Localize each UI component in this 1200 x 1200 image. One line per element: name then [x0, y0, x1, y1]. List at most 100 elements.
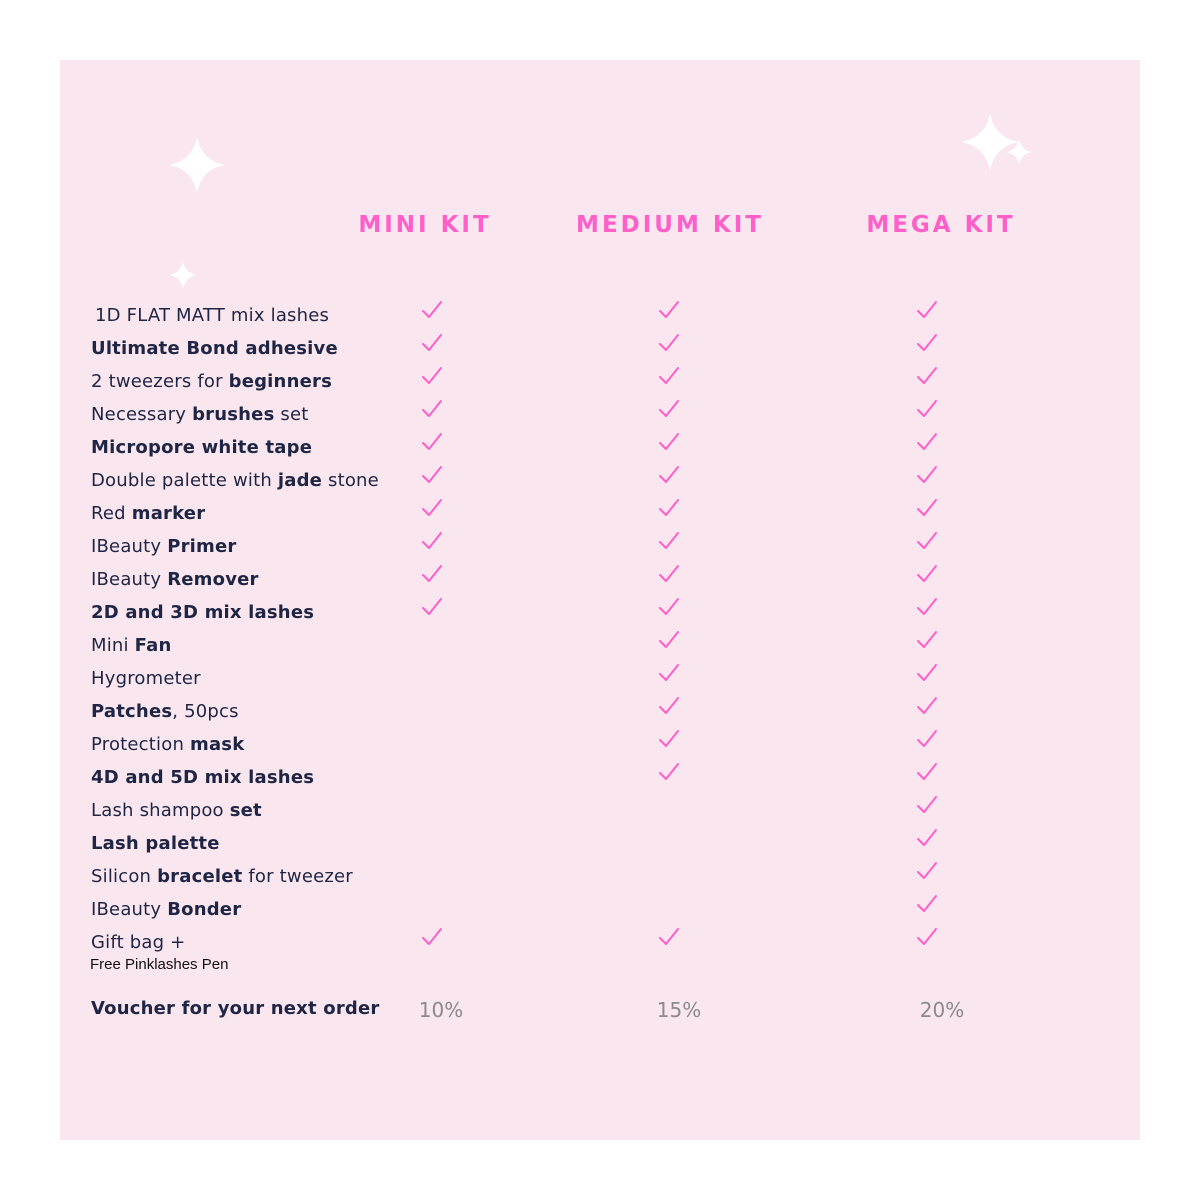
checkmark-icon [422, 532, 442, 549]
checkmark-icon [917, 301, 937, 318]
checkmark-icon [659, 400, 679, 417]
row-label: Red marker [91, 503, 205, 524]
table-row: Micropore white tape [0, 433, 1000, 470]
label-bold-text: set [229, 800, 262, 821]
label-text: stone [322, 470, 379, 491]
checkmark-icon [659, 598, 679, 615]
row-label: Patches, 50pcs [91, 701, 239, 722]
table-row: Necessary brushes set [0, 400, 1000, 437]
label-bold-text: beginners [228, 371, 332, 392]
checkmark-icon [659, 367, 679, 384]
checkmark-icon [917, 400, 937, 417]
label-text: IBeauty [91, 536, 168, 557]
checkmark-icon [422, 301, 442, 318]
table-row: 2D and 3D mix lashes [0, 598, 1000, 635]
row-label: Necessary brushes set [91, 404, 309, 425]
row-label: Protection mask [91, 734, 244, 755]
row-label: Gift bag + [91, 932, 185, 953]
label-bold-text: Micropore white tape [91, 437, 313, 458]
row-label: Lash shampoo set [91, 800, 262, 821]
table-row: Silicon bracelet for tweezer [0, 862, 1000, 899]
checkmark-icon [917, 598, 937, 615]
label-text: Lash shampoo [91, 800, 230, 821]
checkmark-icon [422, 499, 442, 516]
label-bold-text: Primer [167, 536, 237, 557]
label-text: Hygrometer [91, 668, 201, 689]
checkmark-icon [917, 862, 937, 879]
checkmark-icon [917, 829, 937, 846]
label-bold-text: Bonder [167, 899, 242, 920]
table-row: 1D FLAT MATT mix lashes [0, 301, 1000, 338]
column-header-3: MEGA KIT [866, 212, 1016, 238]
label-text: Mini [91, 635, 135, 656]
checkmark-icon [917, 433, 937, 450]
checkmark-icon [917, 466, 937, 483]
checkmark-icon [917, 730, 937, 747]
label-text: 1D FLAT MATT mix lashes [95, 305, 330, 326]
checkmark-icon [917, 565, 937, 582]
table-row: IBeauty Remover [0, 565, 1000, 602]
row-label: 2 tweezers for beginners [91, 371, 332, 392]
table-row: Gift bag + Free Pinklashes Pen [0, 928, 1000, 973]
row-label: 4D and 5D mix lashes [91, 767, 314, 788]
checkmark-icon [422, 400, 442, 417]
table-row: Lash shampoo set [0, 796, 1000, 833]
label-bold-text: 4D and 5D mix lashes [91, 767, 315, 788]
label-text: Silicon [91, 866, 158, 887]
voucher-percent: 20% [919, 998, 965, 1022]
row-label: 1D FLAT MATT mix lashes [95, 305, 329, 326]
checkmark-icon [917, 895, 937, 912]
voucher-percent: 15% [656, 998, 702, 1022]
checkmark-icon [659, 763, 679, 780]
label-bold-text: Ultimate Bond adhesive [91, 338, 338, 359]
label-bold-text: bracelet [157, 866, 243, 887]
label-bold-text: Patches [91, 701, 173, 722]
table-row: Hygrometer [0, 664, 1000, 701]
label-text: Protection [91, 734, 190, 755]
table-row: Red marker [0, 499, 1000, 536]
checkmark-icon [659, 499, 679, 516]
row-label: Double palette with jade stone [91, 470, 379, 491]
row-label: IBeauty Primer [91, 536, 236, 557]
checkmark-icon [659, 697, 679, 714]
checkmark-icon [917, 499, 937, 516]
checkmark-icon [659, 928, 679, 945]
sparkle-icon [169, 137, 225, 193]
row-label: IBeauty Remover [91, 569, 259, 590]
checkmark-icon [917, 697, 937, 714]
table-row: Double palette with jade stone [0, 466, 1000, 503]
label-bold-text: 2D and 3D mix lashes [91, 602, 315, 623]
column-header-2: MEDIUM KIT [576, 212, 764, 238]
checkmark-icon [422, 334, 442, 351]
row-subtext: Free Pinklashes Pen [90, 956, 229, 973]
table-row: Ultimate Bond adhesive [0, 334, 1000, 371]
label-bold-text: brushes [192, 404, 275, 425]
checkmark-icon [422, 433, 442, 450]
label-bold-text: marker [131, 503, 206, 524]
label-bold-text: jade [277, 470, 323, 491]
label-bold-text: mask [190, 734, 245, 755]
label-bold-text: Lash palette [91, 833, 220, 854]
checkmark-icon [659, 664, 679, 681]
table-row: IBeauty Bonder [0, 895, 1000, 932]
table-row: Lash palette [0, 829, 1000, 866]
sparkle-icon [169, 261, 197, 289]
label-text: IBeauty [91, 569, 168, 590]
checkmark-icon [917, 664, 937, 681]
column-header-1: MINI KIT [358, 212, 492, 238]
row-label: Micropore white tape [91, 437, 312, 458]
checkmark-icon [917, 631, 937, 648]
row-label: Silicon bracelet for tweezer [91, 866, 353, 887]
voucher-row: Voucher for your next order 10% 15% 20% [0, 998, 1000, 1031]
table-row: 4D and 5D mix lashes [0, 763, 1000, 800]
table-row: Mini Fan [0, 631, 1000, 668]
checkmark-icon [659, 565, 679, 582]
voucher-percent: 10% [418, 998, 464, 1022]
sparkle-icon [1006, 139, 1032, 165]
row-label: Mini Fan [91, 635, 171, 656]
label-text: set [274, 404, 309, 425]
voucher-label: Voucher for your next order [91, 998, 380, 1019]
kit-comparison-panel [60, 60, 1140, 1140]
checkmark-icon [422, 466, 442, 483]
checkmark-icon [917, 796, 937, 813]
